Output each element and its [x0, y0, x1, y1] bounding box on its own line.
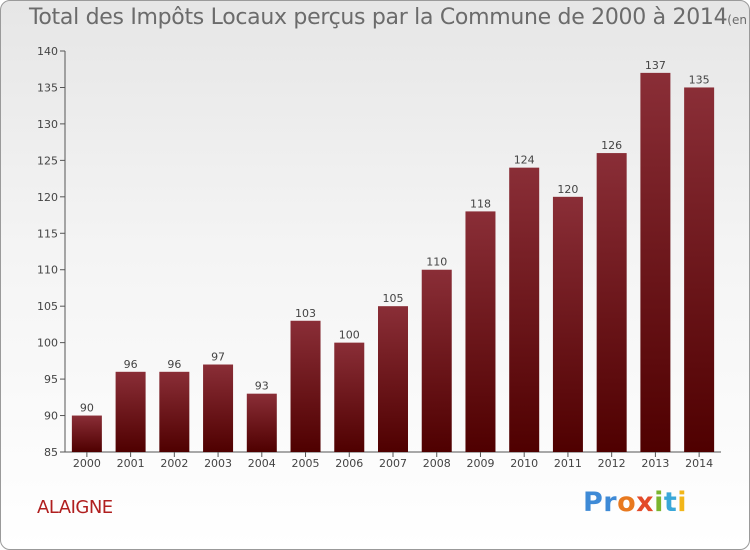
y-tick-label: 115	[37, 227, 58, 240]
bar-2001	[115, 371, 146, 452]
x-tick-label: 2013	[641, 457, 669, 470]
y-tick-label: 125	[37, 154, 58, 167]
y-tick-label: 120	[37, 191, 58, 204]
x-tick-label: 2000	[73, 457, 101, 470]
logo-part: i	[677, 487, 688, 518]
title-text: Total des Impôts Locaux perçus par la Co…	[29, 5, 728, 30]
y-tick-label: 110	[37, 264, 58, 277]
bar-2014	[684, 87, 715, 453]
x-tick-label: 2001	[117, 457, 145, 470]
bar-2007	[378, 306, 408, 452]
y-tick-label: 85	[44, 446, 58, 459]
data-label-2003: 97	[211, 351, 225, 364]
y-tick-label: 135	[37, 81, 58, 94]
data-label-2002: 96	[167, 358, 181, 371]
x-tick-label: 2009	[466, 457, 494, 470]
data-label-2004: 93	[255, 380, 269, 393]
data-label-2010: 124	[514, 154, 535, 167]
bar-2010	[509, 167, 540, 452]
x-tick-label: 2010	[510, 457, 538, 470]
bar-2013	[640, 72, 671, 452]
y-tick-label: 100	[37, 337, 58, 350]
data-label-2013: 137	[645, 59, 666, 72]
logo-part: t	[663, 487, 678, 518]
x-tick-label: 2014	[685, 457, 713, 470]
data-label-2012: 126	[601, 139, 622, 152]
bar-2003	[203, 364, 234, 452]
x-tick-label: 2011	[554, 457, 582, 470]
bar-2009	[465, 211, 496, 452]
x-tick-label: 2004	[248, 457, 276, 470]
bar-2012	[596, 153, 627, 452]
data-label-2007: 105	[383, 292, 404, 305]
unit-label: (en milliers d'€)	[727, 13, 749, 27]
chart-title: Total des Impôts Locaux perçus par la Co…	[29, 5, 749, 30]
bar-2008	[421, 269, 452, 452]
commune-name: ALAIGNE	[37, 497, 113, 518]
bar-2011	[552, 196, 583, 452]
data-label-2009: 118	[470, 197, 491, 210]
bar-2005	[290, 320, 321, 452]
y-tick-label: 90	[44, 410, 58, 423]
y-tick-label: 140	[37, 45, 58, 58]
data-label-2014: 135	[689, 73, 710, 86]
x-tick-label: 2002	[160, 457, 188, 470]
proxiti-logo[interactable]: Proxiti	[583, 487, 687, 518]
x-tick-label: 2003	[204, 457, 232, 470]
x-tick-label: 2005	[292, 457, 320, 470]
y-tick-label: 95	[44, 373, 58, 386]
x-tick-label: 2008	[423, 457, 451, 470]
logo-part: o	[617, 487, 637, 518]
data-label-2011: 120	[557, 183, 578, 196]
logo-part: x	[636, 487, 655, 518]
data-label-2000: 90	[80, 402, 94, 415]
data-label-2008: 110	[426, 256, 447, 269]
data-label-2006: 100	[339, 329, 360, 342]
x-tick-label: 2012	[598, 457, 626, 470]
x-tick-label: 2007	[379, 457, 407, 470]
data-label-2005: 103	[295, 307, 316, 320]
bar-2004	[246, 393, 277, 452]
data-label-2001: 96	[124, 358, 138, 371]
bar-2006	[334, 342, 365, 452]
logo-part: i	[654, 487, 664, 518]
x-tick-label: 2006	[335, 457, 363, 470]
logo-part: Pr	[583, 487, 618, 518]
bar-2002	[159, 371, 190, 452]
bar-2000	[71, 415, 102, 452]
y-tick-label: 105	[37, 300, 58, 313]
y-tick-label: 130	[37, 118, 58, 131]
